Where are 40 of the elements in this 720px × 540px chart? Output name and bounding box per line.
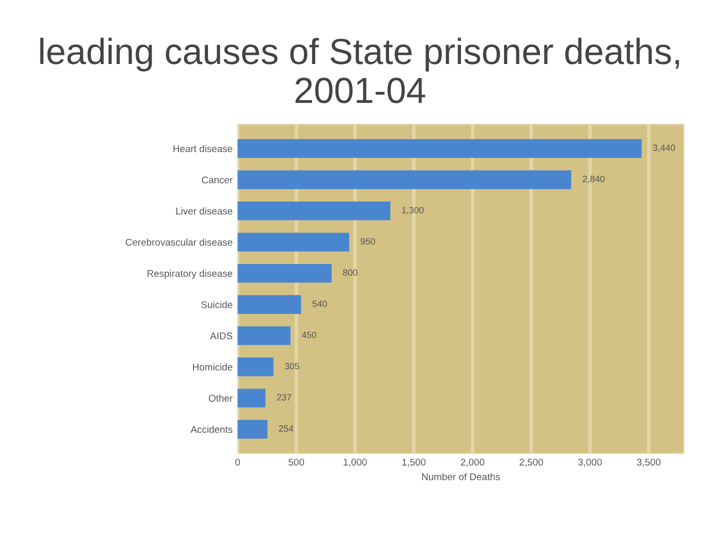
x-tick-label: 0 [235, 458, 240, 466]
bar [238, 295, 302, 314]
data-label: 2,840 [582, 176, 605, 184]
y-tick-label: Other [208, 394, 233, 402]
data-label: 1,300 [402, 206, 424, 214]
y-tick-label: Heart disease [174, 145, 232, 152]
data-label: 540 [312, 300, 327, 307]
y-tick-label: AIDS [210, 332, 232, 340]
bar [238, 326, 290, 346]
x-tick-label: 500 [288, 458, 304, 466]
y-tick-label: Cerebrovascular disease [126, 238, 232, 246]
y-tick-label: Respiratory disease [148, 270, 232, 279]
data-label: 950 [360, 238, 376, 245]
x-tick-label: 2,500 [520, 458, 544, 467]
x-tick-label: 3,000 [578, 458, 602, 467]
data-label: 305 [284, 362, 300, 370]
bar [238, 358, 274, 376]
x-axis-title: Number of Deaths [422, 473, 500, 480]
x-tick-label: 2,000 [460, 458, 484, 467]
bar [238, 264, 332, 283]
data-label: 3,440 [653, 144, 676, 152]
x-tick-label: 1,000 [344, 458, 367, 467]
x-tick-label: 3,500 [636, 458, 661, 467]
y-tick-label: Liver disease [176, 207, 232, 215]
bar [238, 232, 350, 252]
y-tick-label: Suicide [201, 300, 232, 308]
bar [238, 388, 266, 408]
data-label: 237 [277, 394, 292, 400]
data-label: 800 [343, 269, 358, 276]
chart-title: leading causes of State prisoner deaths, 2001-04 [40, 38, 679, 104]
y-tick-label: Accidents [190, 426, 232, 433]
y-tick-label: Cancer [202, 176, 233, 184]
bar [238, 170, 572, 190]
bar [238, 139, 642, 158]
y-tick-label: Homicide [193, 363, 232, 370]
data-label: 450 [302, 332, 316, 338]
data-label: 254 [279, 425, 294, 432]
bar [238, 420, 268, 439]
bar [238, 202, 390, 220]
x-tick-label: 1,500 [402, 458, 426, 467]
